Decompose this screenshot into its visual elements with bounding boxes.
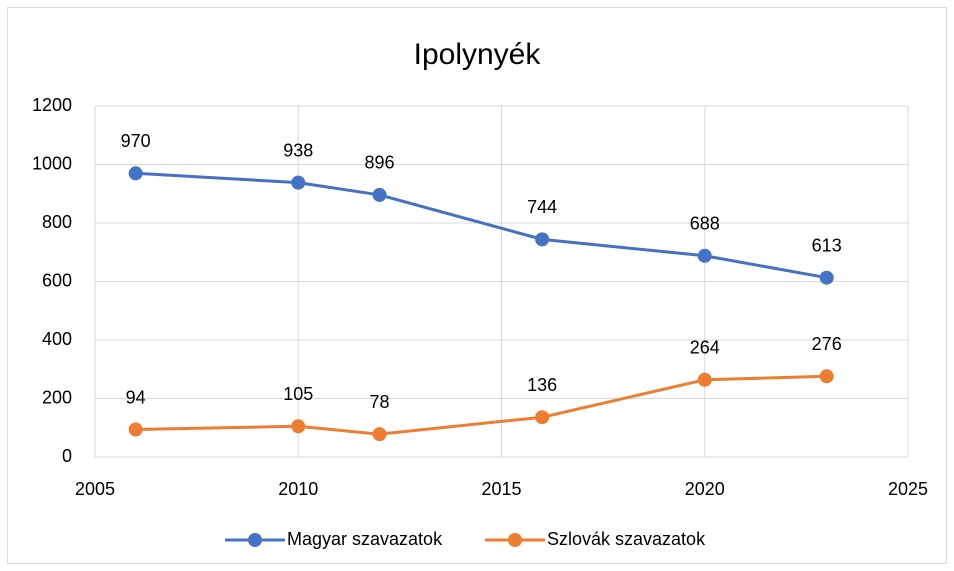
data-label: 938: [283, 140, 313, 160]
point: [819, 369, 834, 384]
legend-label: Magyar szavazatok: [287, 529, 443, 549]
data-label: 136: [527, 375, 557, 395]
legend-label: Szlovák szavazatok: [547, 529, 706, 549]
data-label: 613: [812, 235, 842, 255]
data-label: 688: [690, 214, 720, 234]
point: [819, 270, 834, 285]
x-tick-label: 2025: [888, 479, 928, 499]
data-label: 94: [126, 387, 146, 407]
x-tick-label: 2020: [685, 479, 725, 499]
data-label: 744: [527, 197, 557, 217]
y-tick-label: 1000: [32, 153, 72, 173]
point: [697, 372, 712, 387]
point: [535, 232, 550, 247]
y-tick-label: 400: [42, 329, 72, 349]
data-label: 105: [283, 384, 313, 404]
y-tick-label: 0: [62, 446, 72, 466]
y-tick-label: 1200: [32, 95, 72, 115]
chart-title: Ipolynyék: [414, 38, 542, 71]
data-label: 970: [121, 131, 151, 151]
point: [535, 410, 550, 425]
data-label: 264: [690, 338, 720, 358]
x-tick-label: 2005: [75, 479, 115, 499]
series-line: [135, 171, 827, 280]
x-tick-label: 2010: [278, 479, 318, 499]
series-line: [135, 374, 827, 436]
y-tick-label: 800: [42, 212, 72, 232]
x-tick-label: 2015: [481, 479, 521, 499]
point: [128, 166, 143, 181]
point: [128, 422, 143, 437]
data-label: 78: [370, 392, 390, 412]
point: [697, 248, 712, 263]
point: [291, 175, 306, 190]
point: [372, 187, 387, 202]
data-label: 276: [812, 334, 842, 354]
y-tick-label: 600: [42, 270, 72, 290]
legend-marker: [508, 533, 522, 547]
point: [291, 419, 306, 434]
y-tick-label: 200: [42, 387, 72, 407]
data-label: 896: [365, 153, 395, 173]
chart-border: [7, 7, 947, 564]
legend-marker: [248, 533, 262, 547]
point: [372, 427, 387, 442]
